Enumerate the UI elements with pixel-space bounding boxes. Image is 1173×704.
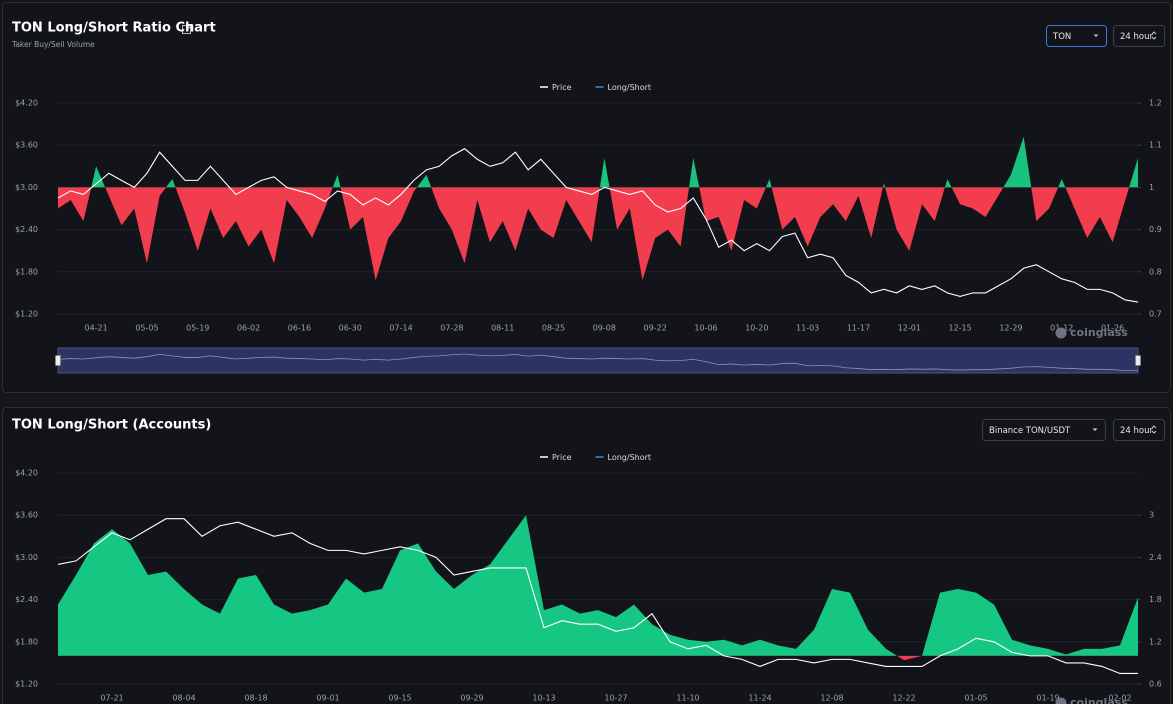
y2-tick-label: 1.2 (1149, 637, 1162, 646)
dropdown-label: TON (1052, 32, 1071, 42)
y-tick-label: $1.20 (15, 310, 38, 319)
x-tick-label: 01-26 (1101, 324, 1124, 333)
area-positive (58, 515, 1138, 656)
x-tick-label: 08-25 (542, 324, 565, 333)
x-tick-label: 08-18 (244, 694, 267, 703)
watermark-icon (1055, 327, 1067, 339)
x-tick-label: 09-29 (460, 694, 483, 703)
y2-tick-label: 0.8 (1149, 267, 1162, 276)
y2-tick-label: 1.1 (1149, 141, 1162, 150)
legend-label: Price (552, 453, 572, 462)
x-tick-label: 11-10 (676, 694, 699, 703)
y2-tick-label: 2.4 (1149, 553, 1162, 562)
x-tick-label: 11-17 (847, 324, 870, 333)
brush-handle[interactable] (55, 355, 61, 366)
y-tick-label: $1.80 (15, 637, 38, 646)
dropdown-box (1113, 25, 1165, 47)
y-tick-label: $2.40 (15, 225, 38, 234)
price-line (57, 148, 1139, 303)
y-tick-label: $4.20 (15, 469, 38, 478)
dropdown[interactable]: 24 hour (1113, 419, 1165, 441)
y2-tick-label: 1 (1149, 183, 1154, 192)
dropdown[interactable]: 24 hour (1113, 25, 1165, 47)
y-tick-label: $3.60 (15, 511, 38, 520)
external-link-icon[interactable] (182, 24, 193, 34)
dropdown-label: 24 hour (1120, 32, 1153, 42)
y2-tick-label: 0.7 (1149, 310, 1162, 319)
dropdown-label: 24 hour (1120, 426, 1153, 436)
dropdown-label: Binance TON/USDT (989, 426, 1071, 436)
y-tick-label: $1.80 (15, 267, 38, 276)
x-tick-label: 12-08 (820, 694, 843, 703)
x-tick-label: 09-08 (593, 324, 616, 333)
dropdown-box (982, 419, 1106, 441)
x-tick-label: 12-01 (898, 324, 921, 333)
y-tick-label: $3.60 (15, 141, 38, 150)
icon-arrow (186, 24, 193, 31)
x-tick-label: 12-29 (999, 324, 1022, 333)
x-tick-label: 01-05 (964, 694, 987, 703)
price-line (57, 518, 1138, 674)
x-tick-label: 06-02 (237, 324, 260, 333)
brush-line (57, 353, 1139, 372)
legend-label: Long/Short (608, 83, 652, 92)
x-tick-label: 04-21 (84, 324, 107, 333)
dropdown-arrow (1151, 31, 1157, 40)
x-tick-label: 08-11 (491, 324, 514, 333)
chart-subtitle: Taker Buy/Sell Volume (11, 40, 95, 49)
x-tick-label: 10-27 (604, 694, 627, 703)
watermark: coinglass (1070, 696, 1128, 704)
x-tick-label: 08-04 (172, 694, 195, 703)
chart-title: TON Long/Short Ratio Chart (12, 21, 216, 36)
chart-title: TON Long/Short (Accounts) (12, 418, 211, 433)
x-tick-label: 09-22 (644, 324, 667, 333)
y-tick-label: $1.20 (15, 680, 38, 689)
legend-label: Price (552, 83, 572, 92)
x-tick-label: 12-15 (948, 324, 971, 333)
y-tick-label: $2.40 (15, 595, 38, 604)
x-tick-label: 05-05 (135, 324, 158, 333)
y2-tick-label: 0.6 (1149, 680, 1162, 689)
dropdown[interactable]: TON (1046, 25, 1107, 47)
x-tick-label: 11-24 (748, 694, 771, 703)
watermark: coinglass (1070, 326, 1128, 339)
dropdown-arrow (1092, 428, 1098, 431)
x-tick-label: 07-14 (389, 324, 412, 333)
x-tick-label: 07-28 (440, 324, 463, 333)
x-tick-label: 10-06 (694, 324, 717, 333)
dropdown-box (1046, 25, 1107, 47)
y-tick-label: $4.20 (15, 99, 38, 108)
y-tick-label: $3.00 (15, 183, 38, 192)
y-tick-label: $3.00 (15, 553, 38, 562)
x-tick-label: 09-01 (316, 694, 339, 703)
brush-window[interactable] (57, 347, 1139, 374)
x-tick-label: 02-02 (1108, 694, 1131, 703)
area-positive (58, 136, 1138, 188)
x-tick-label: 06-30 (339, 324, 362, 333)
x-tick-label: 05-19 (186, 324, 209, 333)
y2-tick-label: 1.8 (1149, 595, 1162, 604)
x-tick-label: 11-03 (796, 324, 819, 333)
x-tick-label: 10-20 (745, 324, 768, 333)
dropdown-arrow (1093, 34, 1099, 37)
y2-tick-label: 3 (1149, 511, 1154, 520)
x-tick-label: 01-19 (1036, 694, 1059, 703)
dropdown-arrow (1151, 425, 1157, 434)
panel (2, 407, 1171, 704)
x-tick-label: 09-15 (388, 694, 411, 703)
y2-tick-label: 1.2 (1149, 99, 1162, 108)
legend-label: Long/Short (608, 453, 652, 462)
dropdown[interactable]: Binance TON/USDT (982, 419, 1106, 441)
x-tick-label: 12-22 (892, 694, 915, 703)
dropdown-box (1113, 419, 1165, 441)
area-negative (58, 187, 1138, 281)
x-tick-label: 06-16 (288, 324, 311, 333)
icon-box (182, 25, 191, 34)
watermark-icon (1055, 697, 1067, 704)
x-tick-label: 10-13 (532, 694, 555, 703)
x-tick-label: 07-21 (100, 694, 123, 703)
y2-tick-label: 0.9 (1149, 225, 1162, 234)
brush-handle[interactable] (1135, 355, 1141, 366)
